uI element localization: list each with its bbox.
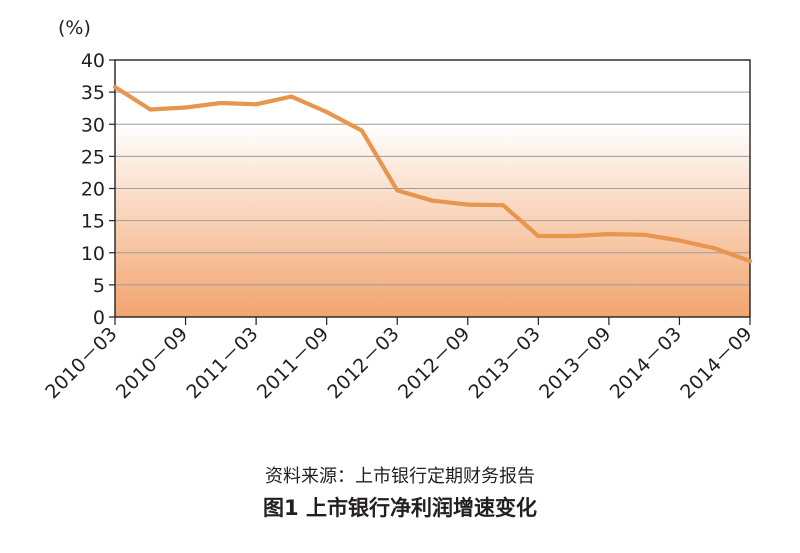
x-tick-label: 2013－03: [465, 323, 545, 403]
y-tick-label: 5: [93, 275, 105, 297]
y-tick-label: 0: [93, 307, 105, 329]
x-axis-ticks: 2010－032010－092011－032011－092012－032012－…: [41, 317, 757, 403]
x-tick-label: 2011－09: [253, 323, 333, 403]
x-tick-label: 2012－09: [394, 323, 474, 403]
y-tick-label: 30: [81, 114, 105, 136]
source-note: 资料来源：上市银行定期财务报告: [265, 466, 535, 487]
x-tick-label: 2013－09: [535, 323, 615, 403]
y-tick-label: 15: [81, 211, 105, 233]
figure-title: 图1 上市银行净利润增速变化: [263, 496, 537, 520]
y-tick-label: 10: [81, 243, 105, 265]
y-tick-label: 20: [81, 179, 105, 201]
x-tick-label: 2010－03: [41, 323, 121, 403]
x-tick-label: 2014－09: [676, 323, 756, 403]
x-tick-label: 2012－03: [323, 323, 403, 403]
y-tick-label: 35: [81, 82, 105, 104]
y-tick-label: 25: [81, 146, 105, 168]
y-axis-unit-label: (%): [58, 17, 91, 39]
x-tick-label: 2011－03: [182, 323, 262, 403]
y-axis-ticks: 0 5 10 15 20 25 30 35 40: [81, 50, 115, 329]
x-tick-label: 2014－03: [606, 323, 686, 403]
grid-lines: [115, 91, 750, 286]
y-tick-label: 40: [81, 50, 105, 72]
x-tick-label: 2010－09: [112, 323, 192, 403]
series-line: [112, 84, 753, 264]
series-layer: [112, 84, 753, 264]
